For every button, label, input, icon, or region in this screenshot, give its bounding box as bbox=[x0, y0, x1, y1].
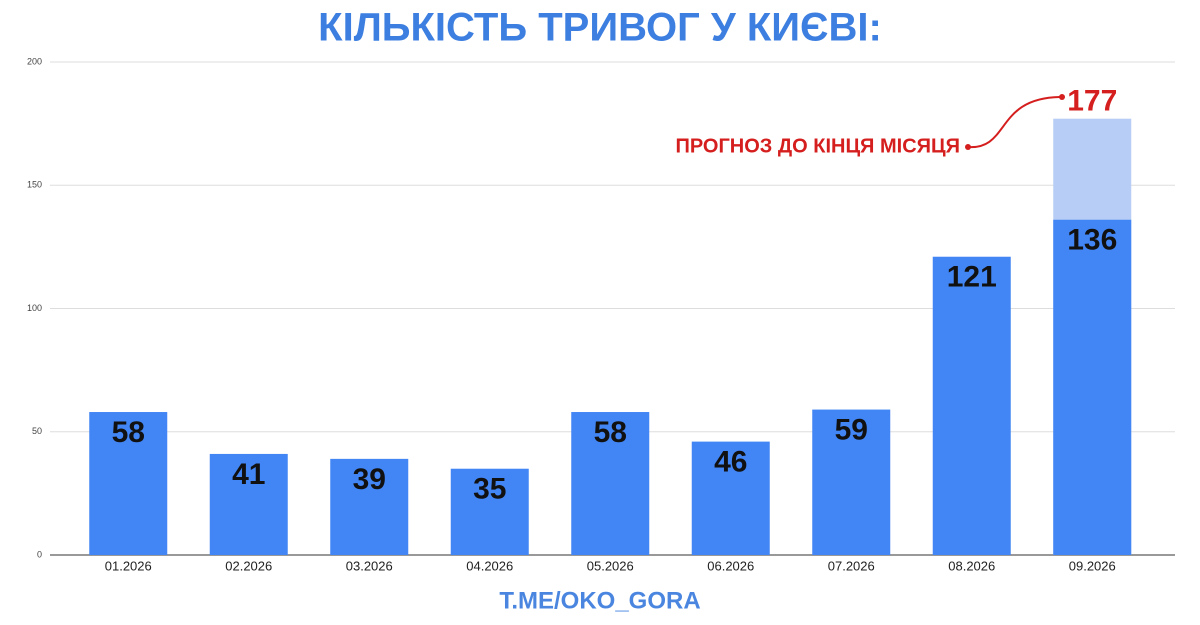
value-label: 59 bbox=[835, 413, 868, 446]
x-tick-label: 05.2026 bbox=[587, 558, 634, 573]
bar bbox=[330, 458, 409, 555]
footer: T.ME/OKO_GORA bbox=[499, 587, 700, 614]
value-label: 177 bbox=[1067, 85, 1117, 118]
x-tick-label: 01.2026 bbox=[105, 558, 152, 573]
value-label: 58 bbox=[112, 416, 145, 449]
x-tick-label: 06.2026 bbox=[707, 558, 754, 573]
value-label: 58 bbox=[594, 416, 627, 449]
x-tick-label: 03.2026 bbox=[346, 558, 393, 573]
arrow-dot bbox=[1059, 94, 1065, 100]
bar bbox=[812, 409, 891, 555]
y-tick-label: 50 bbox=[32, 426, 42, 436]
bar bbox=[450, 468, 529, 555]
chart-title: КІЛЬКІСТЬ ТРИВОГ У КИЄВІ: bbox=[318, 6, 882, 50]
y-tick-label: 100 bbox=[27, 303, 42, 313]
value-label: 46 bbox=[714, 446, 747, 479]
value-label: 35 bbox=[473, 473, 506, 506]
bar bbox=[89, 412, 168, 555]
value-label: 121 bbox=[947, 261, 997, 294]
value-label: 41 bbox=[232, 458, 265, 491]
bar bbox=[209, 453, 288, 555]
y-tick-label: 150 bbox=[27, 180, 42, 190]
arrow-dot bbox=[965, 144, 971, 150]
x-tick-label: 04.2026 bbox=[466, 558, 513, 573]
annotation-arrow bbox=[967, 96, 1061, 149]
y-tick-label: 0 bbox=[37, 549, 42, 559]
x-tick-label: 07.2026 bbox=[828, 558, 875, 573]
annotation: ПРОГНОЗ ДО КІНЦЯ МІСЯЦЯ bbox=[675, 135, 960, 157]
x-tick-label: 09.2026 bbox=[1069, 558, 1116, 573]
x-tick-label: 08.2026 bbox=[948, 558, 995, 573]
value-label: 39 bbox=[353, 463, 386, 496]
value-label: 136 bbox=[1067, 224, 1117, 257]
x-tick-label: 02.2026 bbox=[225, 558, 272, 573]
bar bbox=[1053, 219, 1132, 555]
y-tick-label: 200 bbox=[27, 56, 42, 66]
bar bbox=[571, 412, 650, 555]
bar bbox=[691, 441, 770, 555]
bar bbox=[932, 256, 1011, 555]
